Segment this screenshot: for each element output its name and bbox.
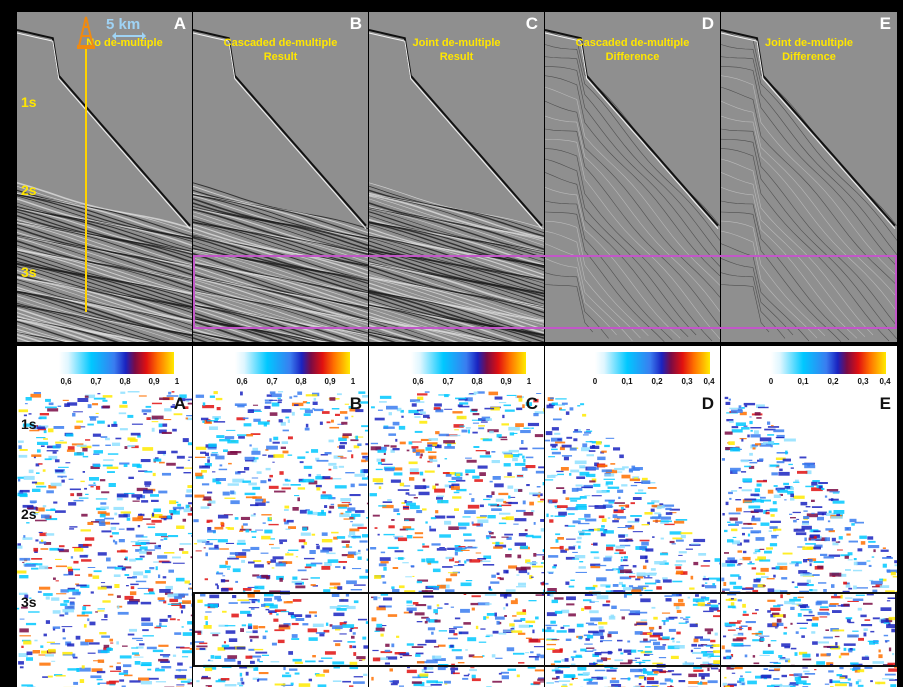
- colorbar-tick: 0,6: [236, 377, 248, 386]
- seismic-panel-d: Cascaded de-multiple Difference D: [545, 12, 720, 342]
- colorbar-tick: 0,2: [827, 377, 839, 386]
- seismic-image: [369, 12, 544, 342]
- coherence-panel-b: 0,6 0,7 0,8 0,9 1 B: [193, 346, 368, 687]
- colorbar-tick: 0,2: [651, 377, 663, 386]
- colorbar: 0,6 0,7 0,8 0,9 1: [369, 352, 544, 386]
- panel-title: Cascaded de-multiple Result: [223, 37, 338, 63]
- time-label-3s: 3s: [21, 264, 37, 280]
- colorbar-tick: 0,9: [500, 377, 512, 386]
- seismic-image: [721, 12, 897, 342]
- colorbar-tick: 0,3: [857, 377, 869, 386]
- colorbar-tick: 0,4: [879, 377, 891, 386]
- colorbar-gradient: [771, 352, 886, 374]
- colorbar-tick: 1: [350, 377, 356, 386]
- colorbar-tick: 0: [768, 377, 774, 386]
- coherence-image: [721, 396, 897, 687]
- coherence-image: [369, 391, 544, 687]
- colorbar: 0,6 0,7 0,8 0,9 1: [17, 352, 192, 386]
- coherence-image: [193, 391, 368, 687]
- coherence-image: [17, 391, 192, 687]
- colorbar-tick: 0,1: [797, 377, 809, 386]
- coherence-panel-d: 0 0,1 0,2 0,3 0,4 D: [545, 346, 720, 687]
- colorbar-tick: 0,6: [60, 377, 72, 386]
- panel-letter: A: [173, 14, 186, 33]
- seismic-image: [193, 12, 368, 342]
- panel-letter: C: [525, 394, 538, 413]
- colorbar-tick: 0,8: [295, 377, 307, 386]
- coherence-panel-c: 0,6 0,7 0,8 0,9 1 C: [369, 346, 544, 687]
- colorbar-tick: 0,9: [324, 377, 336, 386]
- seismic-panel-b: Cascaded de-multiple Result B: [193, 12, 368, 342]
- colorbar-tick: 0,6: [412, 377, 424, 386]
- panel-letter: B: [349, 394, 362, 413]
- colorbar-tick: 1: [174, 377, 180, 386]
- seismic-image: [17, 12, 192, 342]
- highlight-box-bottom: [193, 592, 897, 667]
- panel-letter: B: [349, 14, 362, 33]
- coherence-image: [545, 397, 720, 687]
- colorbar-tick: 0,7: [442, 377, 454, 386]
- colorbar-tick: 0,1: [621, 377, 633, 386]
- panel-letter: D: [701, 394, 714, 413]
- colorbar-tick: 0,9: [148, 377, 160, 386]
- coherence-panel-e: 0 0,1 0,2 0,3 0,4 E: [721, 346, 897, 687]
- colorbar-tick: 0: [592, 377, 598, 386]
- colorbar-gradient: [235, 352, 350, 374]
- well-trajectory: [85, 48, 87, 312]
- panel-letter: E: [879, 394, 891, 413]
- seismic-panel-e: Joint de-multiple Difference E: [721, 12, 897, 342]
- seismic-panel-a: No de-multiple A 1s 2s 3s: [17, 12, 192, 342]
- time-label-3s: 3s: [21, 594, 37, 610]
- panel-letter: C: [525, 14, 538, 33]
- colorbar-tick: 0,8: [471, 377, 483, 386]
- panel-title: Joint de-multiple Result: [412, 37, 501, 63]
- panel-title: Joint de-multiple Difference: [765, 37, 853, 63]
- colorbar-gradient: [595, 352, 710, 374]
- colorbar: 0 0,1 0,2 0,3 0,4: [721, 352, 897, 386]
- colorbar-tick: 0,3: [681, 377, 693, 386]
- colorbar-gradient: [411, 352, 526, 374]
- panel-title: No de-multiple: [86, 37, 163, 49]
- panel-letter: A: [173, 394, 186, 413]
- scale-bar-icon: [112, 32, 146, 40]
- colorbar-tick: 1: [526, 377, 532, 386]
- highlight-box-top: [193, 255, 897, 329]
- time-label-2s: 2s: [21, 182, 37, 198]
- colorbar-tick: 0,8: [119, 377, 131, 386]
- colorbar-gradient: [59, 352, 174, 374]
- time-label-2s: 2s: [21, 506, 37, 522]
- scale-label: 5 km: [106, 16, 141, 33]
- colorbar-tick: 0,4: [703, 377, 715, 386]
- panel-title: Cascaded de-multiple Difference: [575, 37, 690, 63]
- colorbar-tick: 0,7: [266, 377, 278, 386]
- panel-letter: D: [701, 14, 714, 33]
- seismic-image: [545, 12, 720, 342]
- time-label-1s: 1s: [21, 416, 37, 432]
- oil-derrick-icon: [77, 16, 95, 49]
- colorbar: 0 0,1 0,2 0,3 0,4: [545, 352, 720, 386]
- coherence-panel-a: 0,6 0,7 0,8 0,9 1 A 1s 2s 3s: [17, 346, 192, 687]
- colorbar-tick: 0,7: [90, 377, 102, 386]
- time-label-1s: 1s: [21, 94, 37, 110]
- panel-letter: E: [879, 14, 891, 33]
- colorbar: 0,6 0,7 0,8 0,9 1: [193, 352, 368, 386]
- seismic-panel-c: Joint de-multiple Result C: [369, 12, 544, 342]
